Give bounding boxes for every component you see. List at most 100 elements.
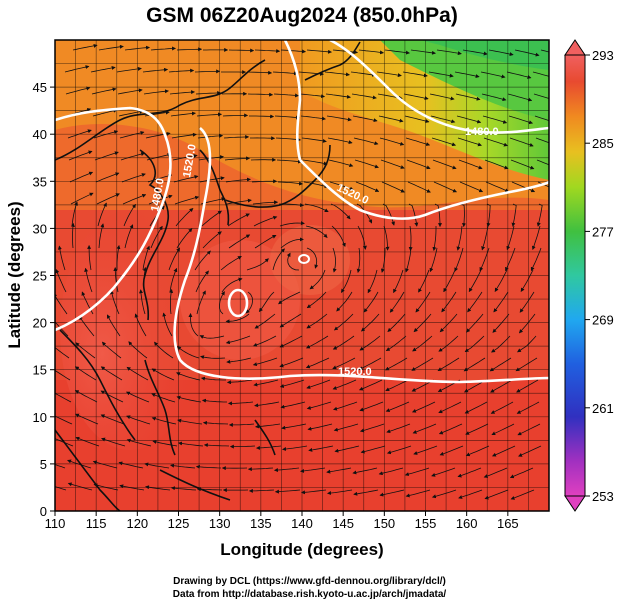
y-tick-label: 10 <box>33 410 47 425</box>
y-tick-label: 5 <box>40 457 47 472</box>
wind-streamline <box>383 225 390 251</box>
wind-streamline <box>168 247 180 271</box>
wind-streamline <box>100 366 123 381</box>
wind-streamline <box>410 49 436 55</box>
wind-streamline <box>195 270 209 293</box>
wind-streamline <box>333 401 358 411</box>
colorbar-tick-label: 293 <box>592 48 614 63</box>
wind-streamline <box>279 335 303 348</box>
wind-streamline <box>490 401 514 414</box>
wind-streamline <box>305 335 329 349</box>
wind-streamline <box>516 401 540 414</box>
wind-streamline <box>438 335 459 352</box>
wind-streamline <box>454 71 480 78</box>
wind-streamline <box>253 215 278 227</box>
wind-streamline <box>68 150 93 161</box>
wind-streamline <box>84 267 93 293</box>
wind-streamline <box>516 379 539 393</box>
wind-streamline <box>403 93 429 101</box>
wind-streamline <box>358 379 383 391</box>
wind-streamline <box>376 71 402 78</box>
wind-streamline <box>176 47 203 52</box>
wind-streamline <box>126 391 150 403</box>
wind-streamline <box>431 489 457 499</box>
wind-streamline <box>126 438 152 447</box>
contour-line <box>227 288 249 318</box>
wind-streamline <box>404 115 430 123</box>
wind-streamline <box>353 137 379 146</box>
wind-streamline <box>379 137 405 146</box>
wind-streamline <box>74 366 97 381</box>
wind-streamline <box>465 445 490 457</box>
wind-streamline <box>441 291 457 313</box>
wind-streamline <box>280 49 307 54</box>
wind-streamline <box>176 372 201 381</box>
wind-streamline <box>145 485 171 491</box>
wind-streamline <box>143 89 169 95</box>
wind-streamline <box>279 357 304 368</box>
wind-streamline <box>57 245 66 271</box>
wind-streamline <box>458 159 483 170</box>
wind-streamline <box>273 93 300 98</box>
wind-streamline <box>134 313 147 337</box>
wind-streamline <box>254 234 277 249</box>
wind-streamline <box>402 71 428 78</box>
contour-line <box>298 254 310 264</box>
wind-streamline <box>413 313 432 333</box>
wind-streamline <box>254 49 281 54</box>
wind-streamline <box>484 489 509 500</box>
contour-line <box>55 106 172 332</box>
wind-streamline <box>411 357 434 371</box>
wind-streamline <box>300 489 327 495</box>
wind-streamline <box>330 203 351 220</box>
wind-streamline <box>55 438 74 447</box>
wind-streamline <box>359 335 381 351</box>
wind-streamline <box>326 115 352 122</box>
wind-streamline <box>274 115 301 120</box>
wind-streamline <box>200 355 226 360</box>
wind-streamline <box>225 335 251 345</box>
wind-streamline <box>432 226 437 252</box>
y-axis-label: Latitude (degrees) <box>5 201 24 348</box>
wind-streamline <box>514 49 540 57</box>
wind-streamline <box>116 244 121 270</box>
wind-streamline <box>385 379 409 391</box>
wind-streamline <box>405 247 412 273</box>
wind-streamline <box>222 113 249 118</box>
wind-streamline <box>507 93 533 102</box>
wind-streamline <box>325 93 351 99</box>
wind-streamline <box>412 335 433 352</box>
x-tick-label: 150 <box>373 516 395 531</box>
wind-streamline <box>228 234 251 249</box>
wind-streamline <box>170 463 196 469</box>
wind-streamline <box>406 159 431 170</box>
wind-streamline <box>300 467 326 473</box>
wind-streamline <box>151 368 175 381</box>
wind-streamline <box>106 314 121 337</box>
wind-streamline <box>226 357 252 364</box>
wind-streamline <box>162 312 173 337</box>
wind-streamline <box>535 137 549 144</box>
colorbar-tick-label: 269 <box>592 313 614 328</box>
wind-streamline <box>124 45 151 51</box>
wind-streamline <box>309 269 326 290</box>
wind-streamline <box>359 401 384 412</box>
contour-label: 1480.0 <box>465 126 499 138</box>
wind-streamline <box>332 247 337 273</box>
y-tick-label: 30 <box>33 221 47 236</box>
wind-streamline <box>117 88 143 95</box>
wind-streamline <box>272 71 299 76</box>
wind-streamline <box>175 207 194 227</box>
wind-streamline <box>460 203 466 228</box>
wind-streamline <box>74 413 99 425</box>
wind-streamline <box>510 489 535 500</box>
wind-streamline <box>169 90 196 95</box>
wind-streamline <box>378 115 404 123</box>
wind-streamline <box>393 269 404 294</box>
wind-streamline <box>454 247 464 272</box>
credit-line-1: Drawing by DCL (https://www.gfd-dennou.o… <box>173 576 446 587</box>
colorbar: 293 285 277 269 261 253 <box>564 39 614 512</box>
wind-streamline <box>306 379 331 389</box>
y-tick-label: 40 <box>33 127 47 142</box>
wind-streamline <box>123 203 136 227</box>
